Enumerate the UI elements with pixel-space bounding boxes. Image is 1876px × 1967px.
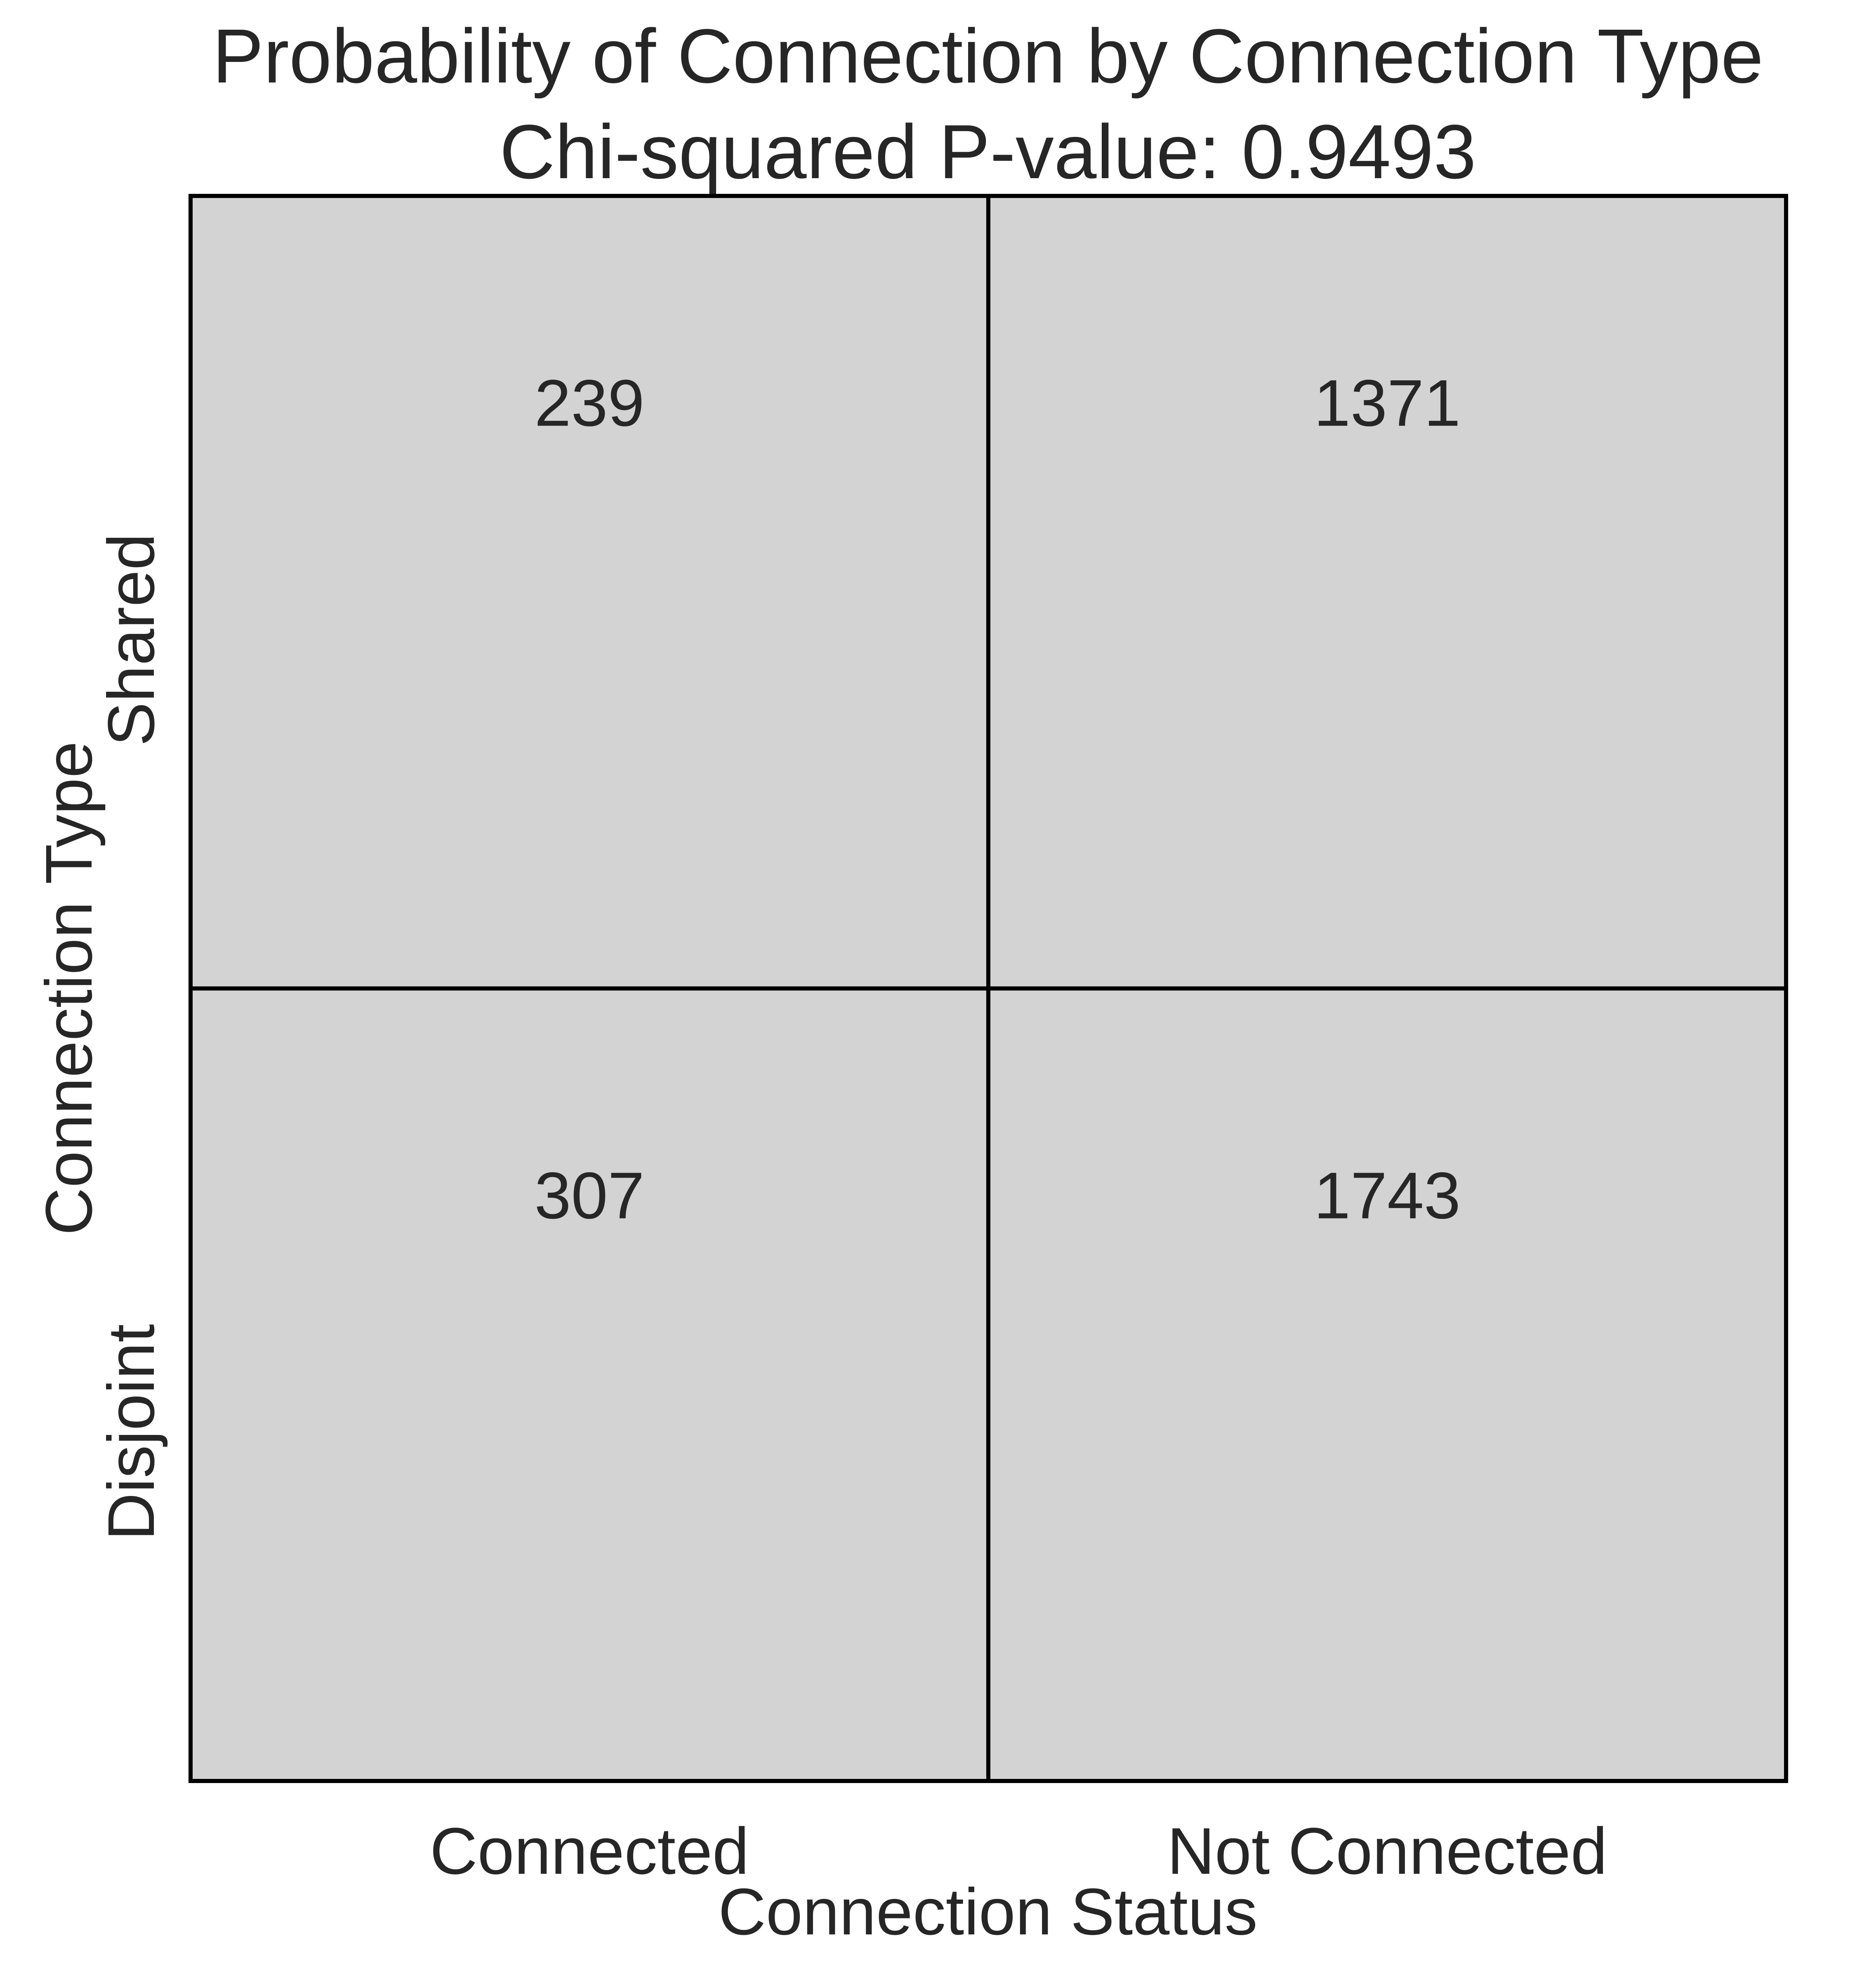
heatmap-cell xyxy=(189,986,990,1783)
y-tick-label: Disjoint xyxy=(94,1324,168,1541)
chart-subtitle: Chi-squared P-value: 0.9493 xyxy=(500,109,1476,195)
cell-value-labels: 239 1371 307 1743 xyxy=(535,366,1461,1232)
cell-value-label: 1743 xyxy=(1314,1159,1461,1232)
cell-value-label: 307 xyxy=(535,1159,645,1232)
x-tick-label: Connected xyxy=(430,1814,749,1888)
y-tick-label: Shared xyxy=(94,533,168,746)
cell-value-label: 1371 xyxy=(1314,366,1461,440)
y-axis-label: Connection Type xyxy=(32,741,106,1235)
x-axis-label: Connection Status xyxy=(718,1875,1258,1948)
plot-frame xyxy=(189,195,1787,1782)
y-tick-labels: Shared Disjoint xyxy=(94,533,168,1541)
heatmap-cell xyxy=(189,194,990,991)
heatmap-cell xyxy=(986,194,1788,991)
heatmap-cells xyxy=(189,194,1788,1783)
x-tick-labels: Connected Not Connected xyxy=(430,1814,1607,1888)
x-tick-label: Not Connected xyxy=(1167,1814,1607,1888)
heatmap-cell xyxy=(986,986,1788,1783)
cell-value-label: 239 xyxy=(535,366,645,440)
chart-title: Probability of Connection by Connection … xyxy=(212,14,1763,99)
